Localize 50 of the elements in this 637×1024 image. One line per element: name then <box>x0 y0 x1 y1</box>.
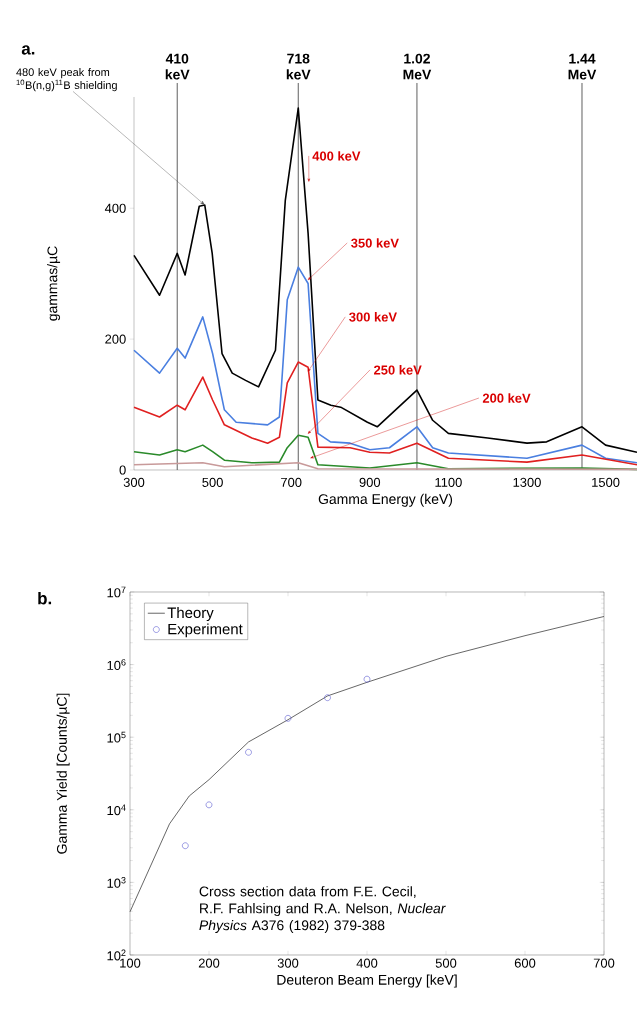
point <box>284 715 292 722</box>
ref-line-label: 1.02 MeV <box>403 53 432 80</box>
x-tick-label: 500 <box>202 477 223 487</box>
y-axis-title: gammas/µC <box>47 246 61 321</box>
y-tick-label: 10$^{7}$ <box>107 586 126 598</box>
point <box>324 694 331 701</box>
point <box>245 748 252 756</box>
x-tick-label: 900 <box>359 477 381 487</box>
point <box>363 675 371 683</box>
x-tick-label: 700 <box>281 477 302 487</box>
line-series <box>133 107 637 454</box>
y-tick-label: 10$^{6}$ <box>107 659 126 670</box>
x-tick-label: 400 <box>356 958 378 968</box>
text: 250 keV <box>374 365 422 375</box>
annotation: 480 keV peak from $^{10}$B(n,g)$^{11}$B shielding <box>16 68 117 92</box>
x-tick-label: 700 <box>593 958 615 968</box>
x-tick-label: 1100 <box>435 477 462 487</box>
y-tick-label: 400 <box>104 203 126 213</box>
ref-line-label: 410 keV <box>165 53 190 80</box>
y-tick-label: 0 <box>119 465 126 475</box>
chart-title: a. <box>21 45 35 55</box>
x-tick-label: 100 <box>120 958 141 968</box>
x-tick-label: 1500 <box>592 477 620 487</box>
legend-label: Theory <box>167 607 214 621</box>
x-tick-label: 300 <box>123 477 145 487</box>
line-series <box>133 266 637 464</box>
legend-label: Experiment <box>168 623 243 638</box>
point <box>205 801 213 809</box>
ref-line-label: 1.44 MeV <box>568 53 597 80</box>
text: 200 keV <box>482 393 531 403</box>
x-tick-label: 1300 <box>513 477 541 487</box>
y-tick-label: 10$^{3}$ <box>107 877 126 888</box>
x-axis-title: Deuteron Beam Energy [keV] <box>277 974 457 988</box>
chart-title: b. <box>38 591 52 605</box>
ref-line-label: 718 keV <box>286 53 311 80</box>
x-axis-title: Gamma Energy (keV) <box>318 493 453 507</box>
y-tick-label: 10$^{4}$ <box>107 804 126 816</box>
point <box>182 842 189 850</box>
x-tick-label: 500 <box>435 958 457 968</box>
y-tick-label: 200 <box>105 334 126 344</box>
x-tick-label: 300 <box>277 958 299 968</box>
x-tick-label: 200 <box>198 958 220 968</box>
series-label: 400 keV <box>312 151 361 161</box>
x-tick-label: 600 <box>514 958 536 968</box>
y-tick-label: 10$^{5}$ <box>107 731 126 743</box>
y-axis-title: Gamma Yield [Counts/µC] <box>56 693 70 854</box>
text: Cross section data from F.E. Cecil, R.F. Fahlsing and R.A. Nelson, Nuclear Physics A376 (1982) 379-388 <box>199 886 446 934</box>
text: 300 keV <box>349 312 397 322</box>
line-series <box>133 361 637 466</box>
text: 350 keV <box>351 238 399 248</box>
